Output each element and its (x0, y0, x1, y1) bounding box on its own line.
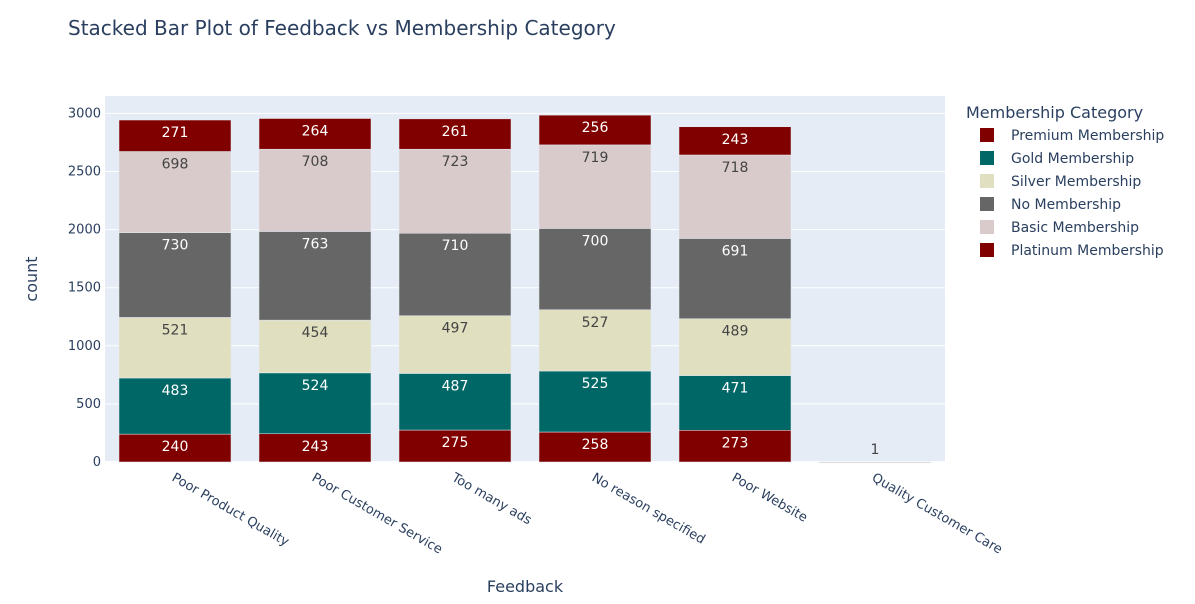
bar-segment-basic-membership[interactable] (538, 144, 652, 229)
bar-value-label: 691 (722, 243, 749, 259)
bar-value-label: 497 (442, 321, 469, 337)
legend-title: Membership Category (966, 103, 1143, 122)
bar-value-label: 763 (302, 236, 329, 252)
bar-segment-premium-membership[interactable] (678, 126, 792, 156)
x-tick-label: Poor Website (729, 470, 810, 525)
y-axis-title: count (22, 256, 41, 301)
bar-segment-silver-membership[interactable] (118, 317, 232, 379)
bar-segment-basic-membership[interactable] (398, 148, 512, 234)
bar-segment-no-membership[interactable] (678, 238, 792, 319)
y-tick-label: 1000 (68, 339, 101, 354)
legend-label: Basic Membership (1011, 220, 1139, 236)
legend-swatch[interactable] (980, 151, 994, 165)
bar-segment-no-membership[interactable] (118, 232, 232, 318)
x-tick-label: Too many ads (448, 470, 534, 528)
bar-value-label: 240 (162, 439, 189, 455)
legend-swatch[interactable] (980, 220, 994, 234)
legend-swatch[interactable] (980, 174, 994, 188)
y-tick-label: 3000 (68, 106, 101, 121)
bar-segment-gold-membership[interactable] (538, 370, 652, 433)
y-axis-ticks: 0 500 1000 1500 2000 2500 3000 (68, 106, 101, 470)
bar-value-label: 521 (162, 322, 189, 338)
x-tick-label: No reason specified (589, 470, 707, 547)
bar-value-label: 243 (722, 132, 749, 148)
bar-value-label: 700 (582, 233, 609, 249)
bar-value-label: 258 (582, 437, 609, 453)
bars[interactable]: 240 483 521 730 698 271 243 524 454 763 708 264 275 4… (118, 114, 932, 464)
bar-segment-silver-membership[interactable] (258, 319, 372, 374)
legend-swatch[interactable] (980, 128, 994, 142)
bar-segment-basic-membership[interactable] (818, 461, 932, 464)
legend-label: Silver Membership (1011, 174, 1141, 190)
x-tick-label: Poor Product Quality (169, 470, 292, 549)
plot-area (105, 96, 945, 462)
bar-segment-platinum-membership[interactable] (258, 433, 372, 463)
bar-value-label: 723 (442, 154, 469, 170)
bar-segment-premium-membership[interactable] (258, 118, 372, 150)
x-axis-ticks: Poor Product Quality Poor Customer Servic… (169, 470, 1005, 558)
legend[interactable]: Membership Category Premium Membership Go… (966, 103, 1164, 259)
bar-value-label: 710 (442, 238, 469, 254)
bar-value-label: 718 (722, 160, 749, 176)
y-tick-label: 1500 (68, 281, 101, 296)
bar-value-label: 698 (162, 157, 189, 173)
legend-label: Gold Membership (1011, 151, 1134, 167)
bar-segment-silver-membership[interactable] (398, 315, 512, 374)
bar-segment-premium-membership[interactable] (398, 118, 512, 150)
bar-segment-basic-membership[interactable] (258, 148, 372, 232)
bar-segment-gold-membership[interactable] (678, 375, 792, 431)
bar-value-label: 487 (442, 378, 469, 394)
x-tick-label: Poor Customer Service (309, 470, 445, 557)
bar-segment-gold-membership[interactable] (258, 372, 372, 435)
bar-value-label: 471 (722, 381, 749, 397)
bar-segment-no-membership[interactable] (258, 231, 372, 321)
legend-label: Premium Membership (1011, 128, 1164, 144)
legend-label: No Membership (1011, 197, 1121, 213)
bar-value-label: 454 (302, 325, 329, 341)
bar-segment-silver-membership[interactable] (538, 309, 652, 372)
x-tick-label: Quality Customer Care (869, 470, 1005, 557)
y-tick-label: 2500 (68, 165, 101, 180)
x-axis-title: Feedback (487, 577, 564, 596)
bar-value-label: 256 (582, 120, 609, 136)
bar-value-label: 243 (302, 439, 329, 455)
bar-value-label: 527 (582, 315, 609, 331)
bar-segment-no-membership[interactable] (538, 228, 652, 311)
bar-value-label: 483 (162, 383, 189, 399)
bar-segment-platinum-membership[interactable] (398, 429, 512, 463)
bar-segment-gold-membership[interactable] (118, 377, 232, 435)
bar-segment-premium-membership[interactable] (538, 114, 652, 146)
bar-segment-basic-membership[interactable] (678, 154, 792, 239)
bar-segment-premium-membership[interactable] (118, 119, 232, 152)
legend-label: Platinum Membership (1011, 243, 1164, 259)
y-tick-label: 0 (93, 455, 101, 470)
chart-title: Stacked Bar Plot of Feedback vs Membersh… (68, 16, 616, 40)
bar-value-label: 708 (302, 154, 329, 170)
bar-value-label: 525 (582, 376, 609, 392)
bar-value-label: 275 (442, 435, 469, 451)
bar-segment-no-membership[interactable] (398, 232, 512, 316)
bar-segment-platinum-membership[interactable] (678, 430, 792, 463)
bar-value-label: 1 (871, 442, 880, 458)
bar-value-label: 271 (162, 125, 189, 141)
bar-value-label: 261 (442, 124, 469, 140)
bar-value-label: 273 (722, 435, 749, 451)
bar-segment-platinum-membership[interactable] (538, 431, 652, 463)
bar-segment-gold-membership[interactable] (398, 373, 512, 431)
legend-swatch[interactable] (980, 197, 994, 211)
bar-segment-silver-membership[interactable] (678, 318, 792, 376)
y-tick-label: 500 (76, 397, 101, 412)
bar-value-label: 524 (302, 378, 329, 394)
legend-swatch[interactable] (980, 243, 994, 257)
bar-value-label: 264 (302, 124, 329, 140)
gridlines (105, 112, 945, 463)
bar-value-label: 489 (722, 324, 749, 340)
y-tick-label: 2000 (68, 223, 101, 238)
bar-value-label: 719 (582, 150, 609, 166)
bar-value-label: 730 (162, 238, 189, 254)
